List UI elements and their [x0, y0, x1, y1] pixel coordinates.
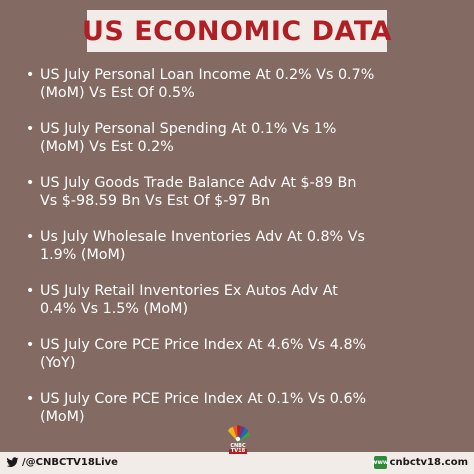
twitter-icon: [6, 457, 19, 467]
list-item: • US July Core PCE Price Index At 0.1% V…: [26, 390, 462, 426]
list-item: • US July Retail Inventories Ex Autos Ad…: [26, 282, 462, 318]
cnbc-tv18-logo: CNBC TV18: [221, 425, 255, 461]
list-item: • US July Goods Trade Balance Adv At $-8…: [26, 174, 462, 210]
peacock-logo-icon: [228, 425, 250, 442]
list-item-text: US July Retail Inventories Ex Autos Adv …: [40, 283, 338, 317]
bullet: •: [26, 337, 35, 353]
list-item-text: US July Personal Spending At 0.1% Vs 1% …: [40, 121, 337, 155]
logo-text-top: CNBC: [230, 443, 246, 449]
list-item: • US July Personal Loan Income At 0.2% V…: [26, 66, 462, 102]
bullet: •: [26, 175, 35, 191]
list-item-text: US July Core PCE Price Index At 0.1% Vs …: [40, 391, 367, 425]
title-banner: US ECONOMIC DATA: [82, 10, 392, 52]
bullet: •: [26, 67, 35, 83]
bullet: •: [26, 121, 35, 137]
footer-bar: /@CNBCTV18Live www cnbctv18.com: [0, 452, 474, 474]
website-url: cnbctv18.com: [389, 457, 468, 468]
page-title: US ECONOMIC DATA: [81, 15, 393, 47]
web-icon: www: [372, 456, 388, 469]
website-link[interactable]: www cnbctv18.com: [372, 456, 468, 469]
social-handle[interactable]: /@CNBCTV18Live: [6, 456, 118, 469]
bullet: •: [26, 391, 35, 407]
list-item: • Us July Wholesale Inventories Adv At 0…: [26, 228, 462, 264]
bullet: •: [26, 229, 35, 245]
list-item-text: US July Goods Trade Balance Adv At $-89 …: [40, 175, 357, 209]
list-item-text: Us July Wholesale Inventories Adv At 0.8…: [40, 229, 365, 263]
list-item: • US July Core PCE Price Index At 4.6% V…: [26, 336, 462, 372]
bullet: •: [26, 283, 35, 299]
logo-text-bottom: TV18: [228, 448, 248, 454]
list-item-text: US July Personal Loan Income At 0.2% Vs …: [40, 67, 375, 101]
list-item: • US July Personal Spending At 0.1% Vs 1…: [26, 120, 462, 156]
twitter-handle: /@CNBCTV18Live: [22, 457, 118, 468]
list-item-text: US July Core PCE Price Index At 4.6% Vs …: [40, 337, 367, 371]
data-list: • US July Personal Loan Income At 0.2% V…: [26, 66, 462, 426]
